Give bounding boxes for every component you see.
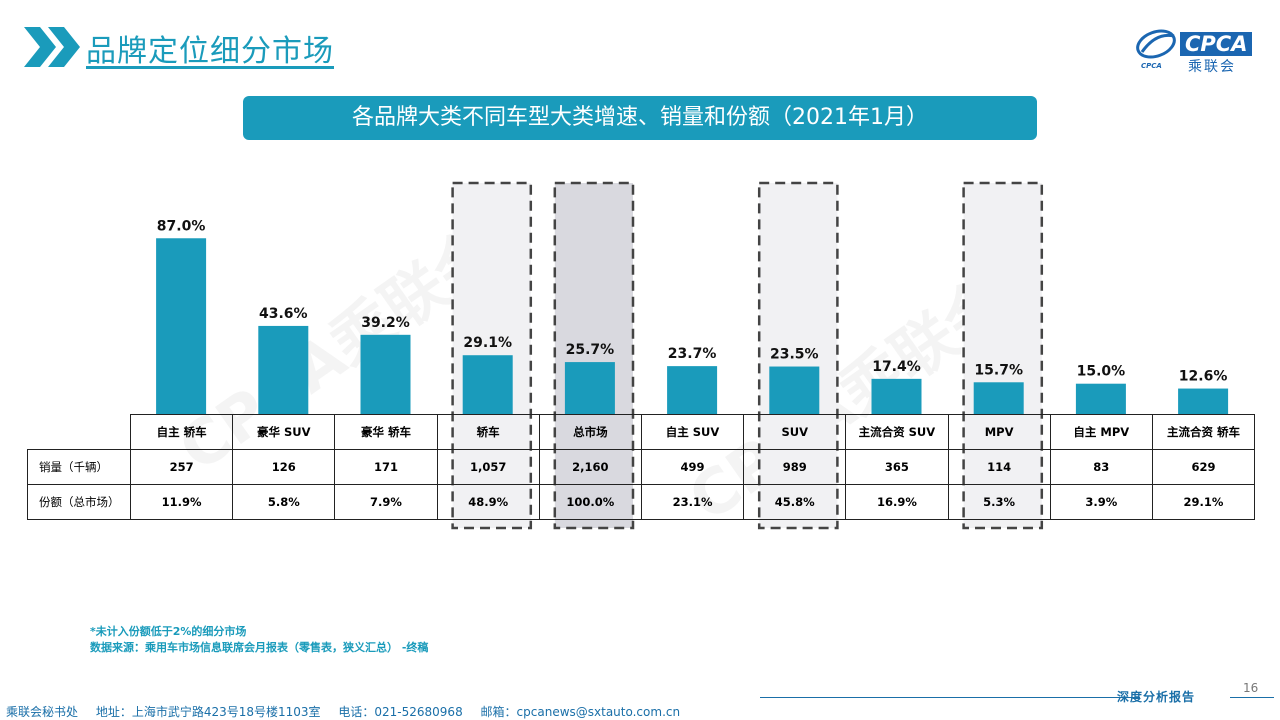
bar-value-label: 12.6%	[1179, 369, 1228, 385]
share-cell: 100.0%	[538, 484, 642, 520]
bar-value-label: 43.6%	[259, 306, 308, 322]
table-header-cell: 豪华 SUV	[232, 414, 336, 450]
page-number: 16	[1243, 681, 1259, 695]
page-title: 品牌定位细分市场	[86, 34, 334, 69]
sales-cell: 126	[232, 449, 336, 485]
bar	[156, 238, 207, 414]
share-cell: 29.1%	[1151, 484, 1256, 520]
bar	[564, 362, 615, 414]
table-corner	[27, 414, 131, 450]
row-label-share: 份额（总市场）	[27, 484, 131, 520]
bar-value-label: 29.1%	[463, 335, 512, 351]
bar	[769, 366, 820, 414]
bar	[258, 325, 309, 414]
bar	[973, 382, 1024, 414]
share-cell: 16.9%	[845, 484, 949, 520]
bar-value-label: 15.0%	[1077, 364, 1126, 380]
table-header-cell: SUV	[743, 414, 847, 450]
bar-value-label: 23.7%	[668, 346, 717, 362]
bar-value-label: 87.0%	[157, 218, 206, 234]
bar	[360, 334, 411, 414]
sales-cell: 499	[640, 449, 745, 485]
table-header-cell: 主流合资 轿车	[1151, 414, 1256, 450]
data-table: 自主 轿车 豪华 SUV 豪华 轿车 轿车 总市场 自主 SUV SUV 主流合资 SUV MP…	[27, 414, 1256, 520]
table-header-cell: 总市场	[538, 414, 642, 450]
sales-cell: 989	[743, 449, 847, 485]
footer-email[interactable]: 邮箱：cpcanews@sxtauto.com.cn	[480, 705, 681, 719]
bar-value-label: 23.5%	[770, 347, 819, 363]
chart-banner-title: 各品牌大类不同车型大类增速、销量和份额（2021年1月）	[243, 96, 1037, 140]
sales-cell: 83	[1049, 449, 1153, 485]
footer-divider	[1230, 697, 1274, 698]
share-cell: 48.9%	[436, 484, 540, 520]
table-header-cell: 自主 MPV	[1049, 414, 1153, 450]
bar-value-label: 17.4%	[872, 359, 921, 375]
report-tag: 深度分析报告	[1117, 690, 1196, 704]
footer-address: 地址：上海市武宁路423号18号楼1103室	[95, 705, 321, 719]
bar-value-label: 15.7%	[974, 362, 1023, 378]
bar	[1075, 383, 1126, 414]
sales-cell: 365	[845, 449, 949, 485]
bar	[1178, 388, 1229, 414]
notes: *未计入份额低于2%的细分市场 数据来源：乘用车市场信息联席会月报表（零售表，狭…	[90, 624, 428, 656]
sales-cell: 114	[947, 449, 1051, 485]
footer: 乘联会秘书处 地址：上海市武宁路423号18号楼1103室 电话：021-526…	[6, 703, 694, 720]
note-exclusion: *未计入份额低于2%的细分市场	[90, 625, 247, 638]
bar-value-label: 39.2%	[361, 315, 410, 331]
share-cell: 45.8%	[743, 484, 847, 520]
sales-cell: 1,057	[436, 449, 540, 485]
table-header-cell: 豪华 轿车	[334, 414, 438, 450]
table-header-cell: 自主 SUV	[640, 414, 745, 450]
footer-divider	[760, 697, 1140, 698]
bar-value-label: 25.7%	[566, 342, 615, 358]
sales-cell: 2,160	[538, 449, 642, 485]
bar	[462, 355, 513, 414]
bar	[871, 378, 922, 414]
footer-org: 乘联会秘书处	[6, 705, 79, 719]
share-cell: 5.3%	[947, 484, 1051, 520]
table-header-cell: MPV	[947, 414, 1051, 450]
bar	[667, 366, 718, 414]
chevron-icon	[24, 27, 80, 67]
table-header-cell: 主流合资 SUV	[845, 414, 949, 450]
row-label-sales: 销量（千辆）	[27, 449, 131, 485]
footer-phone: 电话：021-52680968	[338, 705, 463, 719]
note-source: 数据来源：乘用车市场信息联席会月报表（零售表，狭义汇总） -终稿	[90, 641, 429, 654]
logo-mark: CPCA	[1141, 62, 1162, 70]
table-header-cell: 自主 轿车	[129, 414, 234, 450]
sales-cell: 171	[334, 449, 438, 485]
sales-cell: 257	[129, 449, 234, 485]
share-cell: 7.9%	[334, 484, 438, 520]
cpca-logo-icon	[1136, 29, 1176, 59]
logo-text: CPCA	[1180, 32, 1253, 56]
share-cell: 3.9%	[1049, 484, 1153, 520]
share-cell: 23.1%	[640, 484, 745, 520]
share-cell: 11.9%	[129, 484, 234, 520]
share-cell: 5.8%	[232, 484, 336, 520]
sales-cell: 629	[1151, 449, 1256, 485]
table-header-cell: 轿车	[436, 414, 540, 450]
logo-subtitle: 乘联会	[1188, 59, 1236, 75]
